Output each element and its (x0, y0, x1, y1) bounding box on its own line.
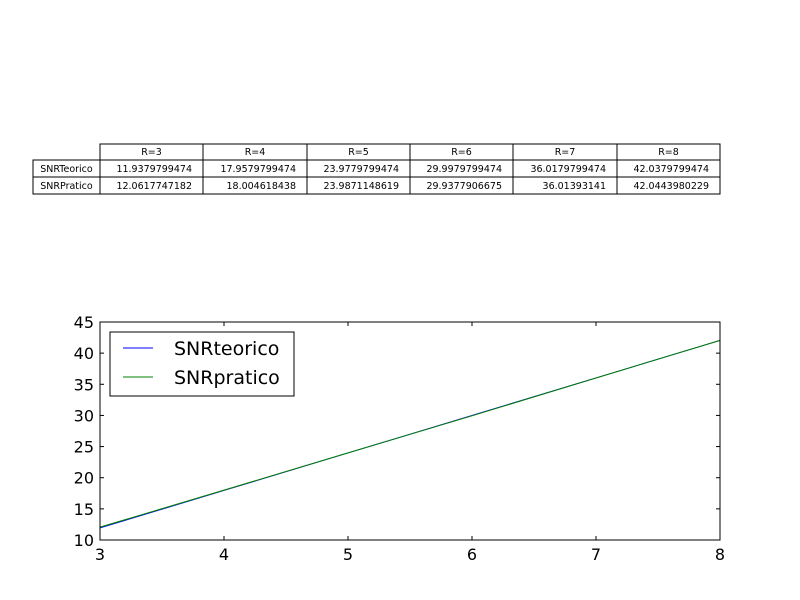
y-tick-label: 10 (74, 531, 94, 550)
legend-label: SNRteorico (174, 338, 279, 360)
y-tick-label: 45 (74, 313, 94, 332)
data-table: R=3 R=4 R=5 R=6 R=7 R=8 SNRTeorico 11.937979947… (32, 143, 721, 195)
table-cell-value: 42.0443980229 (633, 181, 709, 192)
table-cell (616, 176, 721, 195)
plot-frame (99, 321, 721, 541)
y-tick-label: 40 (74, 344, 94, 363)
x-tick-label: 8 (715, 545, 725, 564)
legend: SNRteorico SNRpratico (109, 331, 295, 397)
table-cell-value: 17.9579799474 (220, 164, 296, 175)
y-tick-label: 30 (74, 406, 94, 425)
y-tick-label: 20 (74, 469, 94, 488)
table-cell-value: 18.004618438 (226, 181, 296, 192)
x-tick-label: 6 (467, 545, 477, 564)
table-cell-value: 29.9377906675 (426, 181, 502, 192)
table-cell-value: 29.9979799474 (426, 164, 502, 175)
series-lines (99, 339, 721, 529)
x-tick-label: 3 (95, 545, 105, 564)
table-cell-value: 42.0379799474 (633, 164, 709, 175)
series-line-snrpratico (99, 339, 721, 528)
table-cell-value: 12.0617747182 (116, 181, 192, 192)
table-cell-value: 23.9779799474 (323, 164, 399, 175)
table-column-header: R=8 (658, 147, 679, 158)
table-cell-value: 36.0179799474 (530, 164, 606, 175)
table-column-header: R=3 (141, 147, 162, 158)
x-tick-label: 4 (219, 545, 229, 564)
legend-box (109, 331, 295, 397)
y-tick-label: 15 (74, 500, 94, 519)
table-column-header: R=5 (348, 147, 369, 158)
table-cell-value: 36.01393141 (543, 181, 606, 192)
table-column-header: R=7 (555, 147, 576, 158)
table-cell-value: 11.9379799474 (116, 164, 192, 175)
y-tick-label: 35 (74, 375, 94, 394)
table-column-header: R=6 (451, 147, 472, 158)
table-cell-value: 23.9871148619 (323, 181, 399, 192)
y-tick-label: 25 (74, 438, 94, 457)
legend-label: SNRpratico (174, 367, 280, 389)
x-tick-label: 7 (591, 545, 601, 564)
table-row-label: SNRPratico (40, 181, 93, 192)
table-row-label: SNRTeorico (40, 164, 93, 175)
x-tick-label: 5 (343, 545, 353, 564)
table-column-header: R=4 (245, 147, 266, 158)
